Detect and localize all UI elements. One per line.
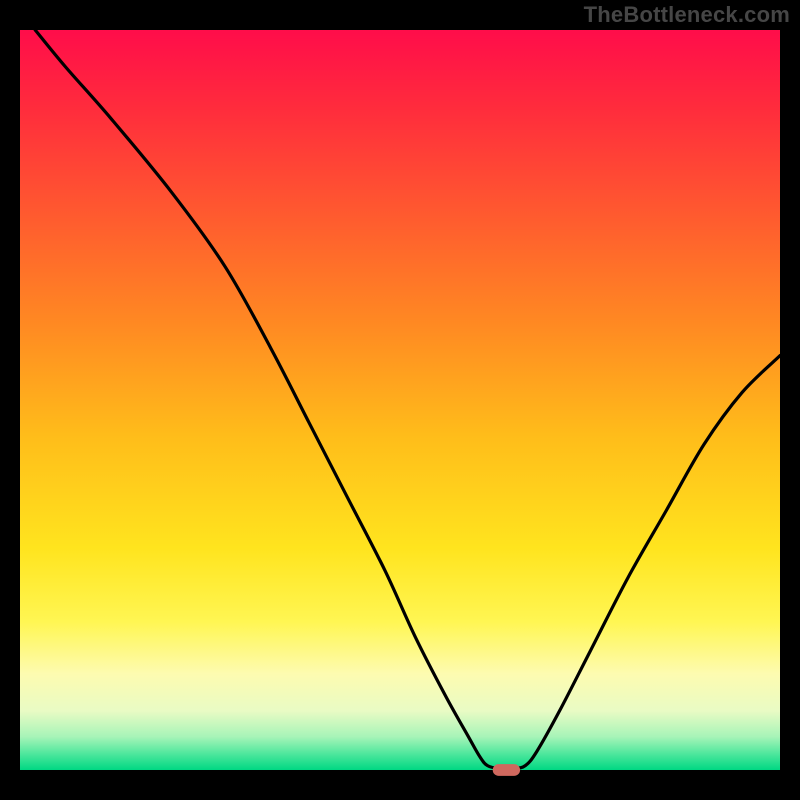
plot-background [20,30,780,770]
bottleneck-chart [0,0,800,800]
watermark-text: TheBottleneck.com [584,2,790,28]
optimum-marker [493,764,520,776]
chart-root: TheBottleneck.com [0,0,800,800]
